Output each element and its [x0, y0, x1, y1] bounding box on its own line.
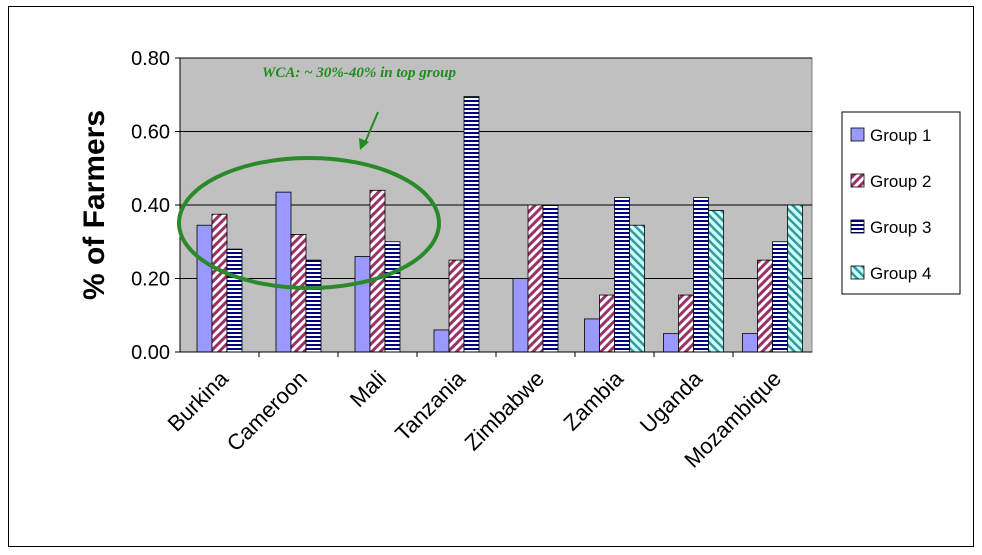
annotation: WCA: ~ 30%-40% in top group [177, 65, 456, 290]
x-tick-label: Zambia [558, 365, 628, 435]
bar-zambia-group-2 [599, 294, 615, 353]
legend-label: Group 2 [870, 172, 931, 191]
bar-uganda-group-4 [708, 210, 724, 353]
bar-zimbabwe-group-1 [512, 278, 529, 353]
y-tick-label: 0.00 [131, 342, 170, 364]
bar-zambia-group-4 [629, 224, 645, 353]
y-axis-label: % of Farmers [78, 110, 111, 300]
bar-mozambique-group-1 [742, 333, 758, 353]
legend-label: Group 4 [870, 264, 931, 283]
annotation-arrow [363, 111, 379, 146]
bar-mozambique-group-2 [757, 259, 773, 353]
bar-mozambique-group-3 [772, 241, 788, 353]
bar-mali-group-3 [384, 241, 401, 353]
y-tick-label: 0.20 [131, 269, 170, 291]
x-tick-label: Uganda [635, 365, 708, 438]
y-tick-label: 0.80 [131, 48, 170, 70]
bar-zambia-group-3 [614, 197, 630, 353]
annotation-arrowhead [359, 138, 369, 150]
bar-mozambique-group-4 [787, 204, 803, 353]
annotation-text: WCA: ~ 30%-40% in top group [262, 65, 456, 81]
legend-label: Group 3 [870, 218, 931, 237]
legend-swatch-group-2 [850, 173, 865, 188]
bar-tanzania-group-2 [448, 259, 465, 353]
legend-swatch-group-3 [850, 219, 865, 234]
y-ticks: 0.00 0.20 0.40 0.60 0.80 [131, 48, 180, 364]
bar-mali-group-2 [369, 189, 386, 353]
bar-burkina-group-3 [226, 248, 243, 353]
x-tick-label: Zimbabwe [460, 366, 549, 455]
annotation-ellipse [177, 156, 441, 290]
x-tick-label: Mali [345, 366, 391, 412]
x-tick-label: Cameroon [222, 366, 312, 456]
x-tick-label: Burkina [163, 365, 234, 436]
bar-zambia-group-1 [584, 318, 600, 353]
bar-cameroon-group-1 [275, 191, 292, 353]
y-tick-label: 0.60 [131, 122, 170, 144]
bar-tanzania-group-3 [463, 96, 480, 353]
bar-uganda-group-3 [693, 197, 709, 353]
x-tick-label: Tanzania [390, 365, 470, 445]
legend-swatch-group-1 [850, 127, 865, 142]
legend-swatch-group-4 [850, 265, 865, 280]
y-tick-label: 0.40 [131, 195, 170, 217]
legend: Group 1 Group 2 Group 3 Group 4 [841, 111, 961, 295]
bar-cameroon-group-2 [290, 233, 307, 353]
bar-zimbabwe-group-3 [542, 204, 559, 353]
bar-mali-group-1 [354, 256, 371, 353]
bar-burkina-group-2 [211, 213, 228, 353]
bar-tanzania-group-1 [433, 329, 450, 353]
bar-uganda-group-1 [663, 333, 679, 353]
bar-uganda-group-2 [678, 294, 694, 353]
legend-label: Group 1 [870, 126, 931, 145]
bar-zimbabwe-group-2 [527, 204, 544, 353]
bar-burkina-group-1 [196, 224, 213, 353]
bar-cameroon-group-3 [305, 259, 322, 353]
bars [196, 96, 803, 353]
